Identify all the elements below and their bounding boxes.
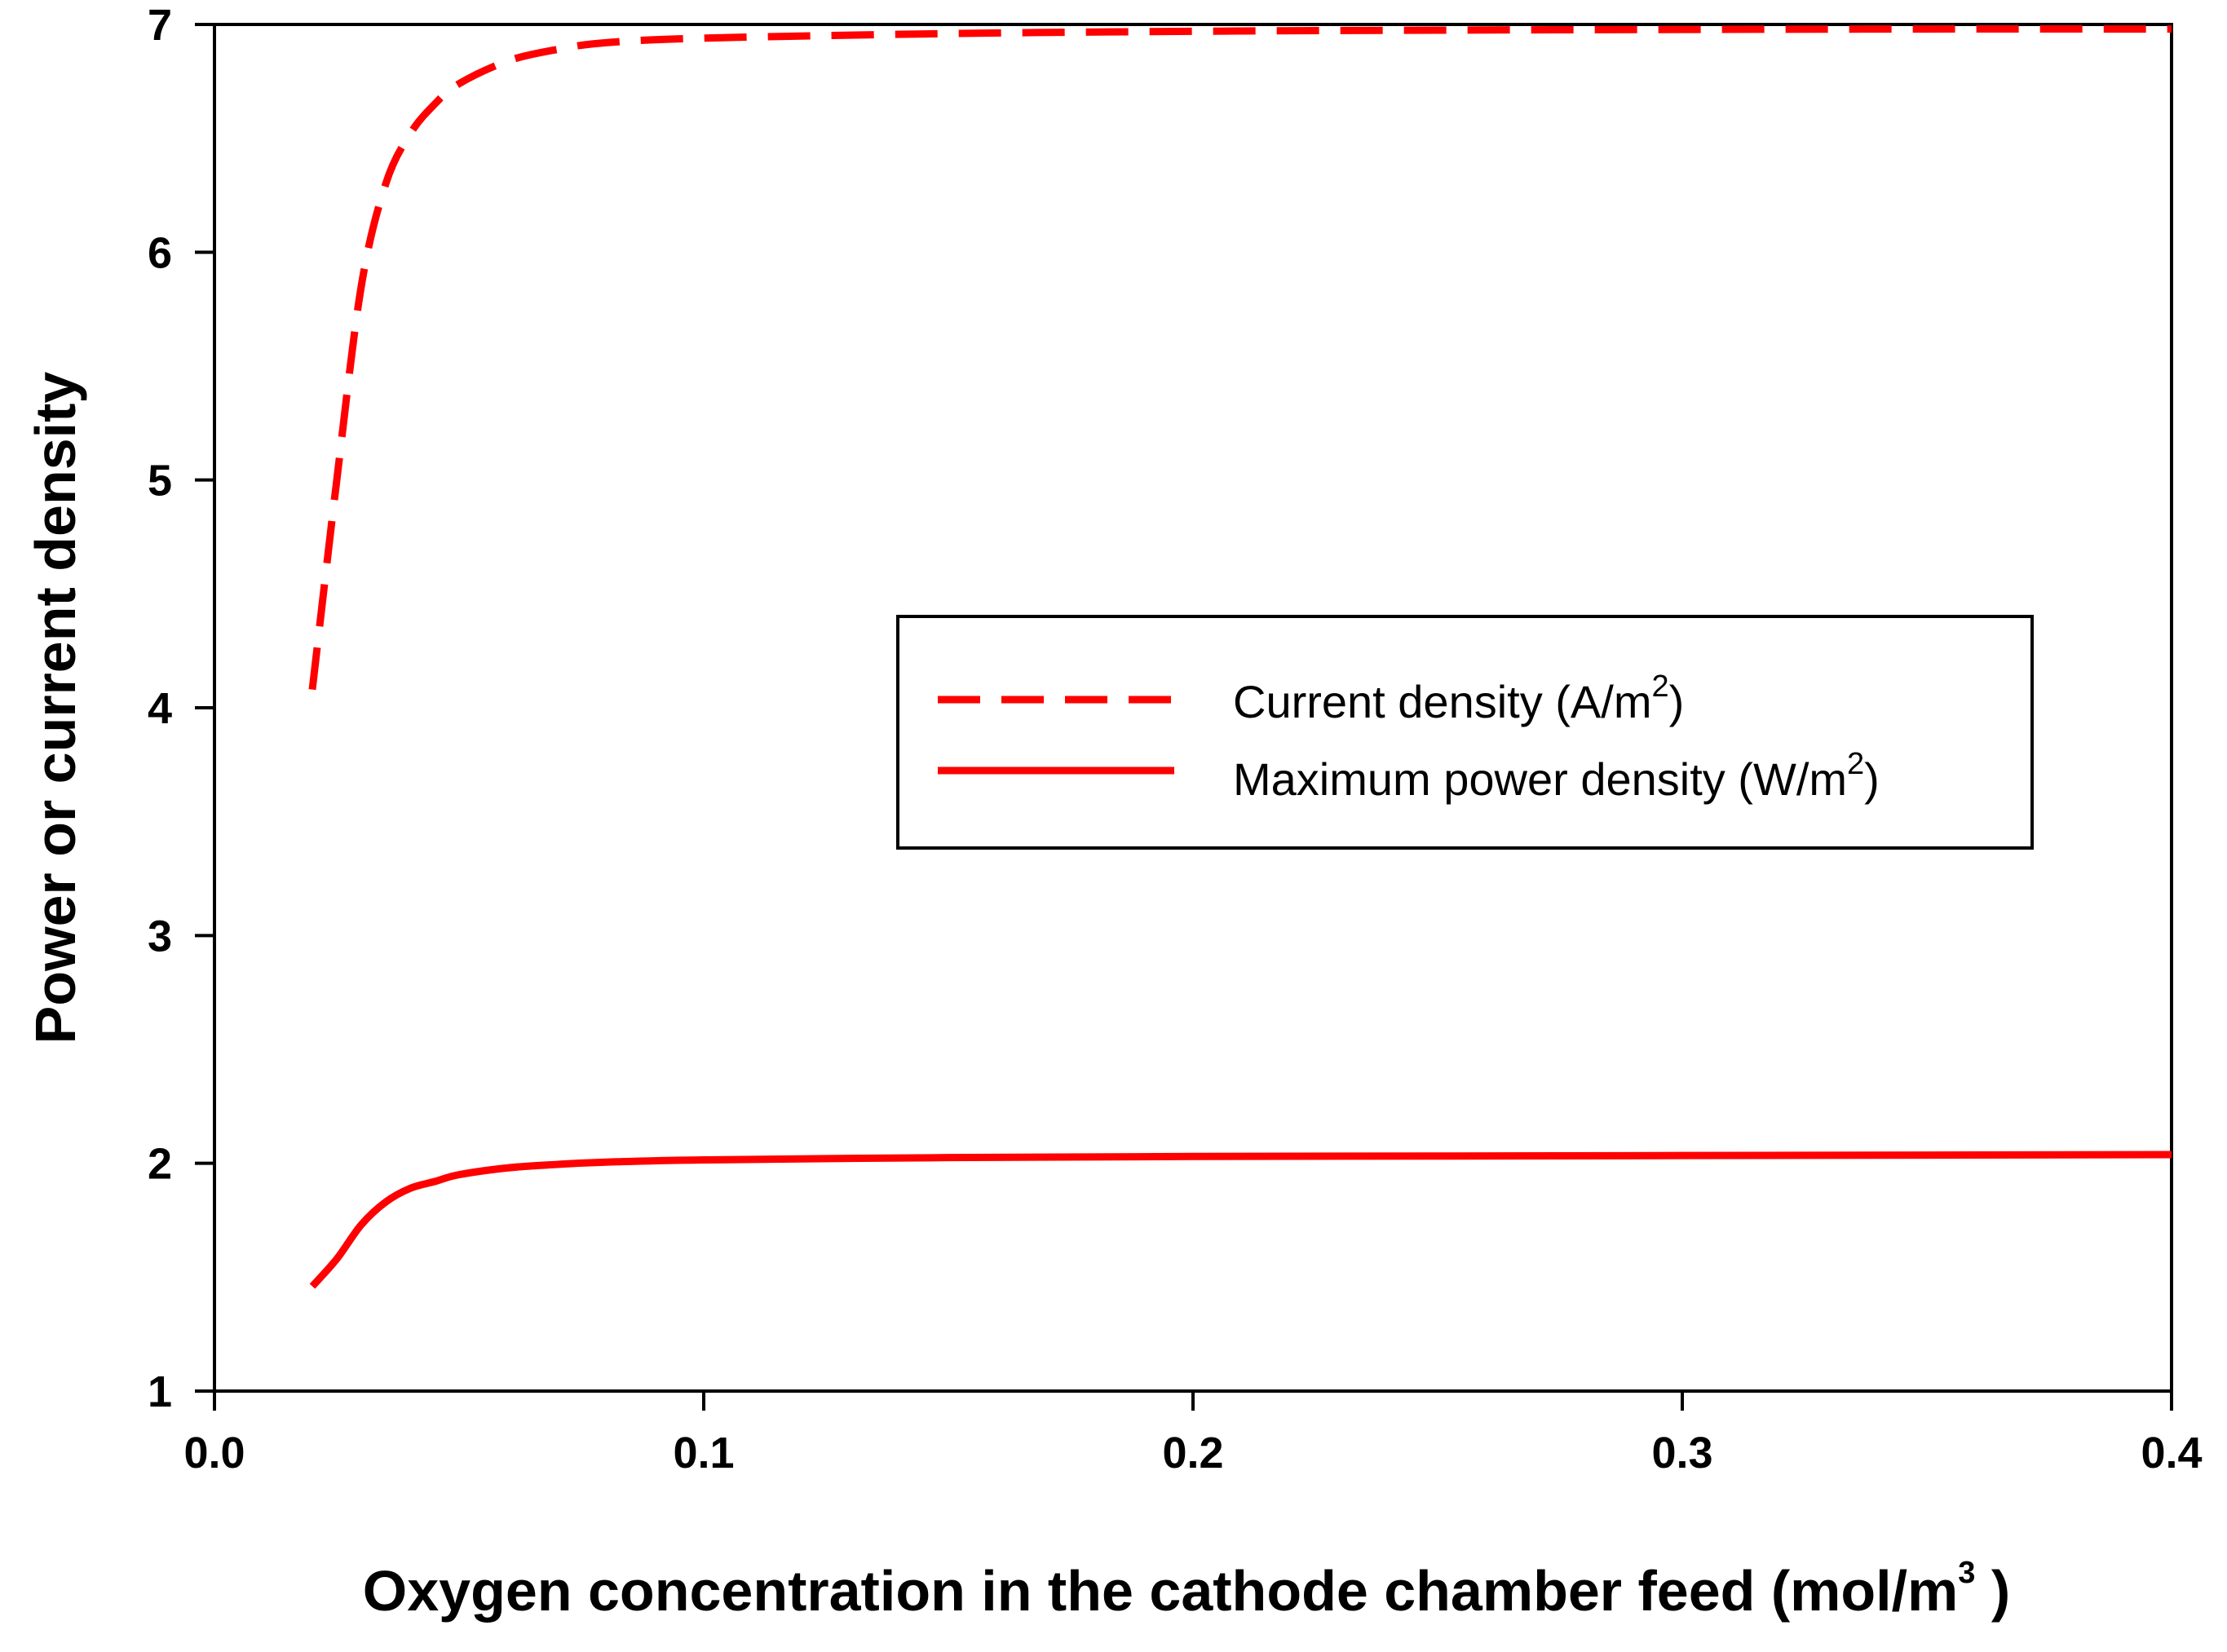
legend-label-current-density: Current density (A/m2) [1233,669,1684,727]
y-tick-label: 5 [148,457,172,506]
series-line-maximum-power-density [309,1151,2172,1289]
legend-box [896,615,2034,850]
x-axis-title-end: ) [1975,1559,2010,1623]
x-axis-title-text: Oxygen concentration in the cathode cham… [363,1559,1958,1623]
series-group [308,25,2172,1289]
legend-label-current-density-end: ) [1669,676,1685,727]
legend-label-maximum-power-density: Maximum power density (W/m2) [1233,747,1880,805]
x-tick-label: 0.3 [1651,1429,1712,1478]
y-tick-label: 1 [148,1367,172,1416]
legend-label-maximum-power-density-end: ) [1864,753,1880,805]
legend-label-maximum-power-density-text: Maximum power density (W/m [1233,753,1847,805]
x-tick-label: 0.0 [183,1429,245,1478]
legend-label-maximum-power-density-sup: 2 [1847,747,1864,781]
y-tick-label: 4 [148,684,172,733]
y-tick-label: 7 [148,1,172,50]
legend: Current density (A/m2) Maximum power den… [896,615,2034,850]
y-tick-label: 2 [148,1140,172,1189]
x-axis-title: Oxygen concentration in the cathode cham… [363,1556,2010,1623]
tick-group: 0.0 0.1 0.2 0.3 0.4 1 2 3 4 5 6 7 [148,1,2203,1478]
x-tick-label: 0.2 [1162,1429,1223,1478]
y-tick-label: 6 [148,228,172,277]
legend-label-current-density-text: Current density (A/m [1233,676,1652,727]
series-line-current-density [308,25,2172,691]
y-axis-title: Power or current density [24,372,87,1045]
legend-label-current-density-sup: 2 [1652,669,1669,704]
y-tick-label: 3 [148,912,172,961]
x-tick-label: 0.1 [673,1429,734,1478]
x-tick-label: 0.4 [2141,1429,2202,1478]
x-axis-title-sup: 3 [1958,1556,1975,1590]
